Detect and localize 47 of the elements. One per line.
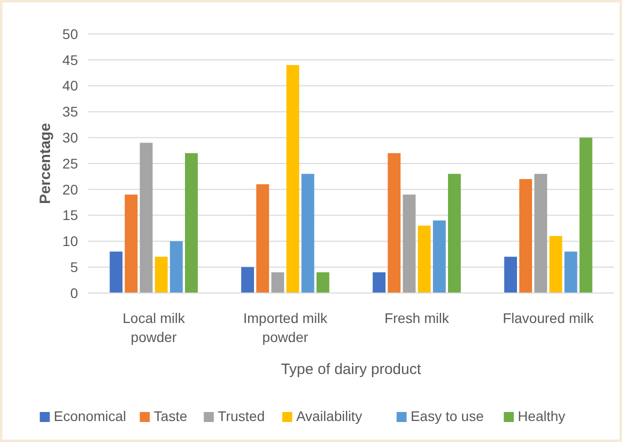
bar <box>448 174 461 293</box>
bar <box>504 256 517 293</box>
legend-label: Economical <box>54 408 126 424</box>
y-tick-label: 45 <box>62 52 78 68</box>
bar <box>316 272 330 293</box>
y-tick-label: 35 <box>62 104 78 120</box>
bar <box>124 194 138 293</box>
bar <box>241 267 254 293</box>
x-axis-title: Type of dairy product <box>280 361 422 378</box>
bar <box>140 142 153 293</box>
y-tick-label: 0 <box>70 284 78 301</box>
x-tick-label: Local milk powder <box>122 310 186 345</box>
bar <box>388 153 401 293</box>
bar <box>185 153 198 293</box>
bar <box>519 179 532 293</box>
legend-label: Trusted <box>218 408 265 424</box>
bar <box>534 174 548 293</box>
bar <box>549 236 562 293</box>
bar <box>170 241 183 293</box>
bar <box>154 256 168 293</box>
bar <box>564 252 578 293</box>
y-tick-label: 15 <box>62 207 78 224</box>
y-tick-label: 30 <box>62 130 78 146</box>
legend-label: Healthy <box>518 408 566 424</box>
legend-label: Taste <box>154 408 188 424</box>
y-axis-title: Percentage <box>37 123 54 204</box>
x-tick-label: Imported milk powder <box>243 310 328 345</box>
bar <box>256 184 270 293</box>
bar <box>286 65 300 293</box>
legend-label: Availability <box>296 408 362 424</box>
bar <box>418 226 431 293</box>
legend-label: Easy to use <box>410 408 484 424</box>
bar <box>110 252 122 293</box>
y-tick-label: 20 <box>62 181 78 198</box>
bar <box>301 174 314 293</box>
bar <box>372 272 386 293</box>
y-tick-label: 50 <box>62 26 78 42</box>
bar <box>580 138 592 293</box>
y-tick-label: 5 <box>70 259 78 275</box>
y-tick-label: 10 <box>62 233 78 250</box>
x-tick-label: Fresh milk <box>384 310 450 326</box>
y-tick-label: 40 <box>62 78 78 94</box>
bar <box>432 220 446 293</box>
y-tick-label: 25 <box>62 155 78 172</box>
bar <box>402 194 416 293</box>
bar <box>271 272 284 293</box>
x-tick-label: Flavoured milk <box>502 310 595 326</box>
